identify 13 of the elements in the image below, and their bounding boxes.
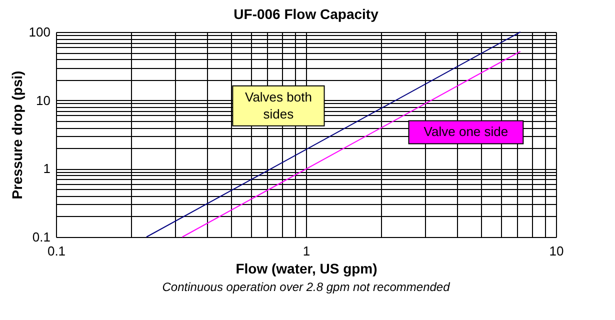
x-tick-label: 0.1 <box>47 244 66 258</box>
x-tick-label: 1 <box>302 244 310 258</box>
series-label: Valves both sides <box>244 89 312 122</box>
y-tick-label: 10 <box>36 92 50 108</box>
y-tick-label: 100 <box>28 24 50 40</box>
series-label: Valve one side <box>424 124 508 140</box>
y-axis-title: Pressure drop (psi) <box>8 70 25 200</box>
y-tick-label: 0.1 <box>32 230 50 244</box>
chart-title: UF-006 Flow Capacity <box>234 6 379 22</box>
y-tick-label: 1 <box>43 161 50 176</box>
text: Continuous operation over 2.8 gpm not recommended <box>162 280 450 294</box>
x-tick-label: 10 <box>549 244 564 258</box>
x-axis-title: Flow (water, US gpm) <box>236 260 378 276</box>
